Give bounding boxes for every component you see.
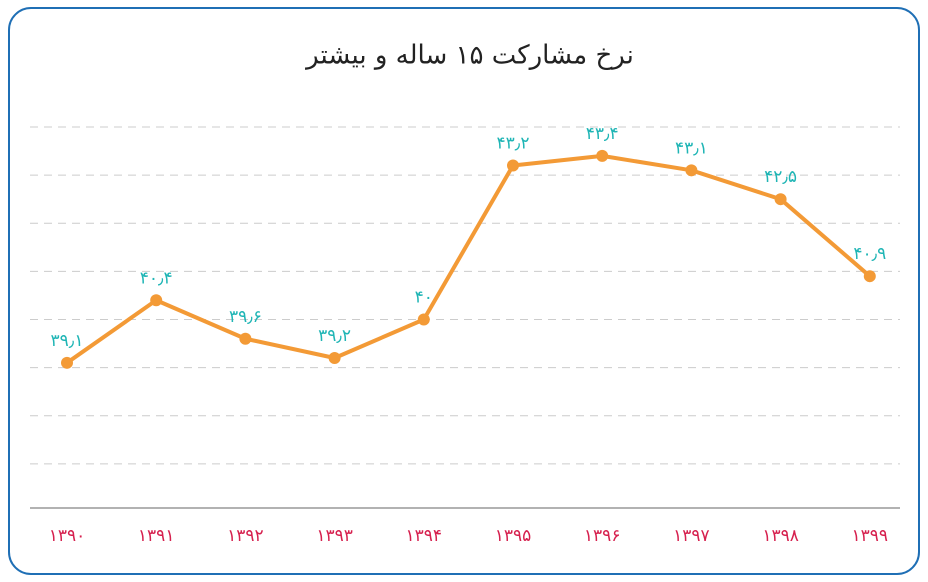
- x-tick-label: ۱۳۹۳: [316, 526, 353, 546]
- point: [328, 352, 341, 364]
- x-tick-label: ۱۳۹۹: [852, 526, 889, 546]
- card: [8, 7, 920, 575]
- point: [507, 159, 519, 172]
- point: [417, 313, 430, 326]
- data-label: ۴۰: [415, 288, 433, 308]
- point: [685, 164, 698, 177]
- x-tick-label: ۱۳۹۴: [406, 526, 443, 546]
- point: [596, 149, 609, 162]
- x-tick-label: ۱۳۹۶: [584, 526, 621, 546]
- point: [863, 270, 876, 283]
- x-tick-label: ۱۳۹۲: [227, 526, 264, 546]
- line: [65, 153, 872, 365]
- x-tick-label: ۱۳۹۰: [49, 526, 86, 546]
- data-label: ۴۳٫۲: [497, 134, 530, 154]
- data-label: ۴۳٫۱: [675, 138, 708, 158]
- x-tick-label: ۱۳۹۵: [495, 526, 532, 546]
- point: [239, 332, 252, 345]
- point: [774, 193, 787, 206]
- point: [150, 294, 163, 307]
- point: [61, 356, 73, 369]
- data-label: ۳۹٫۶: [229, 307, 262, 327]
- chart-title: نرخ مشارکت ۱۵ ساله و بیشتر: [304, 41, 634, 71]
- x-tick-label: ۱۳۹۷: [673, 526, 710, 546]
- data-label: ۳۹٫۲: [318, 326, 351, 346]
- x-tick-label: ۱۳۹۱: [138, 526, 175, 546]
- data-label: ۳۹٫۱: [51, 331, 84, 351]
- data-label: ۴۳٫۴: [586, 124, 619, 144]
- x-tick-label: ۱۳۹۸: [762, 526, 799, 546]
- data-label: ۴۰٫۴: [140, 268, 173, 288]
- data-label: ۴۲٫۵: [764, 167, 797, 187]
- data-label: ۴۰٫۹: [853, 244, 886, 264]
